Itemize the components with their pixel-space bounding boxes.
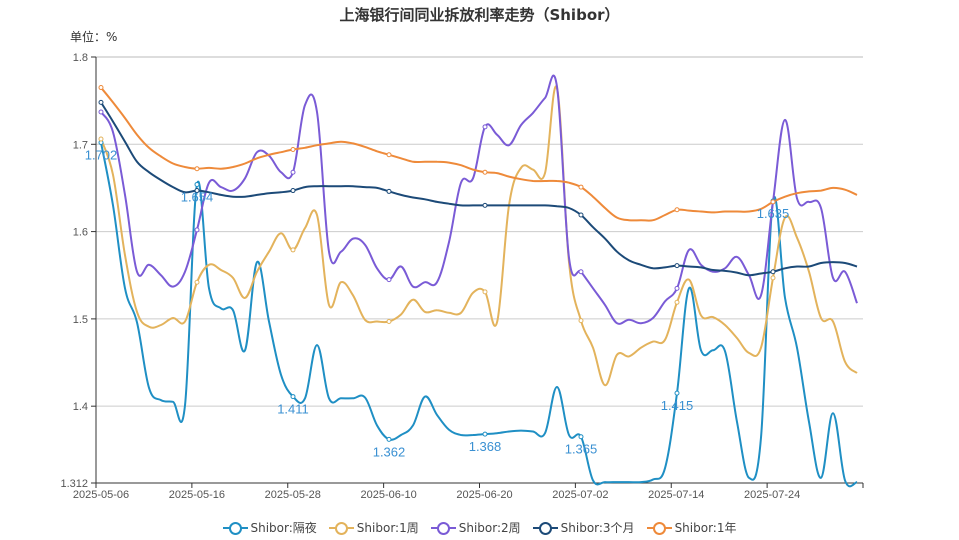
y-axis-unit-label: 单位：%: [70, 30, 118, 44]
legend-label: Shibor:2周: [458, 521, 521, 535]
legend-item-0[interactable]: Shibor:隔夜: [222, 519, 317, 536]
data-point-marker: [386, 319, 392, 325]
data-point-marker: [770, 199, 776, 205]
legend-line-circle-icon: [328, 521, 354, 535]
data-point-marker: [386, 277, 392, 283]
y-tick-label: 1.5: [73, 314, 88, 326]
data-point-marker: [482, 431, 488, 437]
data-point-marker: [98, 99, 104, 105]
x-tick-label: 2025-05-28: [265, 489, 321, 501]
legend-label: Shibor:1周: [356, 521, 419, 535]
data-point-marker: [386, 436, 392, 442]
series-line-3: [100, 101, 858, 277]
data-label: 1.362: [373, 444, 406, 459]
data-point-marker: [578, 269, 584, 275]
data-point-marker: [482, 124, 488, 130]
data-point-marker: [194, 181, 200, 187]
x-tick-label: 2025-05-06: [73, 489, 129, 501]
data-label: 1.635: [757, 206, 790, 221]
series-line-2: [100, 74, 858, 325]
legend-line-circle-icon: [430, 521, 456, 535]
x-tick-label: 2025-07-14: [648, 489, 704, 501]
data-point-marker: [194, 188, 200, 194]
data-point-marker: [674, 207, 680, 213]
legend-line-circle-icon: [646, 521, 672, 535]
data-point-marker: [674, 285, 680, 291]
x-tick-label: 2025-06-20: [456, 489, 512, 501]
data-point-marker: [482, 202, 488, 208]
data-point-marker: [290, 169, 296, 175]
x-tick-label: 2025-07-24: [744, 489, 800, 501]
data-point-marker: [98, 85, 104, 91]
data-point-marker: [578, 434, 584, 440]
y-tick-label: 1.8: [73, 52, 88, 64]
series-line-1: [100, 85, 858, 387]
data-label: 1.411: [277, 402, 309, 417]
data-point-marker: [98, 109, 104, 115]
data-point-marker: [482, 169, 488, 175]
data-point-marker: [770, 275, 776, 281]
legend-label: Shibor:3个月: [560, 521, 635, 535]
legend-item-3[interactable]: Shibor:3个月: [532, 519, 635, 536]
data-point-marker: [386, 152, 392, 158]
y-tick-label: 1.312: [60, 478, 88, 490]
data-point-marker: [674, 390, 680, 396]
legend-item-2[interactable]: Shibor:2周: [430, 519, 521, 536]
data-point-marker: [290, 394, 296, 400]
y-tick-label: 1.4: [73, 401, 88, 413]
data-label: 1.702: [85, 148, 118, 163]
data-point-marker: [674, 263, 680, 269]
legend-line-circle-icon: [222, 521, 248, 535]
series-markers: [98, 85, 776, 442]
y-tick-label: 1.7: [73, 139, 88, 151]
data-point-marker: [98, 136, 104, 142]
legend-line-circle-icon: [532, 521, 558, 535]
data-label: 1.365: [565, 442, 598, 457]
series-lines: [100, 74, 858, 488]
data-label: 1.654: [181, 189, 214, 204]
series-line-4: [100, 86, 858, 222]
x-tick-label: 2025-05-16: [169, 489, 225, 501]
data-point-marker: [194, 227, 200, 233]
legend: Shibor:隔夜 Shibor:1周 Shibor:2周 Shibor:3个月 Shi…: [0, 519, 959, 536]
x-tick-label: 2025-07-02: [552, 489, 608, 501]
data-point-marker: [290, 147, 296, 153]
data-point-marker: [386, 188, 392, 194]
data-point-marker: [194, 166, 200, 172]
data-label: 1.368: [469, 439, 502, 454]
legend-label: Shibor:1年: [674, 521, 737, 535]
data-label: 1.415: [661, 398, 694, 413]
x-tick-label: 2025-06-10: [360, 489, 416, 501]
data-point-marker: [482, 289, 488, 295]
data-point-marker: [674, 299, 680, 305]
legend-item-1[interactable]: Shibor:1周: [328, 519, 419, 536]
data-labels: 1.702 1.654 1.411 1.362 1.368 1.365 1.415 1.635: [85, 148, 790, 460]
data-point-marker: [578, 184, 584, 190]
data-point-marker: [290, 247, 296, 253]
y-tick-label: 1.6: [73, 227, 88, 239]
chart-title: 上海银行间同业拆放利率走势（Shibor）: [339, 6, 620, 24]
series-line-0: [100, 142, 858, 488]
legend-item-4[interactable]: Shibor:1年: [646, 519, 737, 536]
data-point-marker: [578, 318, 584, 324]
data-point-marker: [770, 269, 776, 275]
data-point-marker: [194, 279, 200, 285]
data-point-marker: [578, 212, 584, 218]
legend-label: Shibor:隔夜: [250, 521, 317, 535]
data-point-marker: [290, 188, 296, 194]
grid-lines: [96, 56, 863, 407]
